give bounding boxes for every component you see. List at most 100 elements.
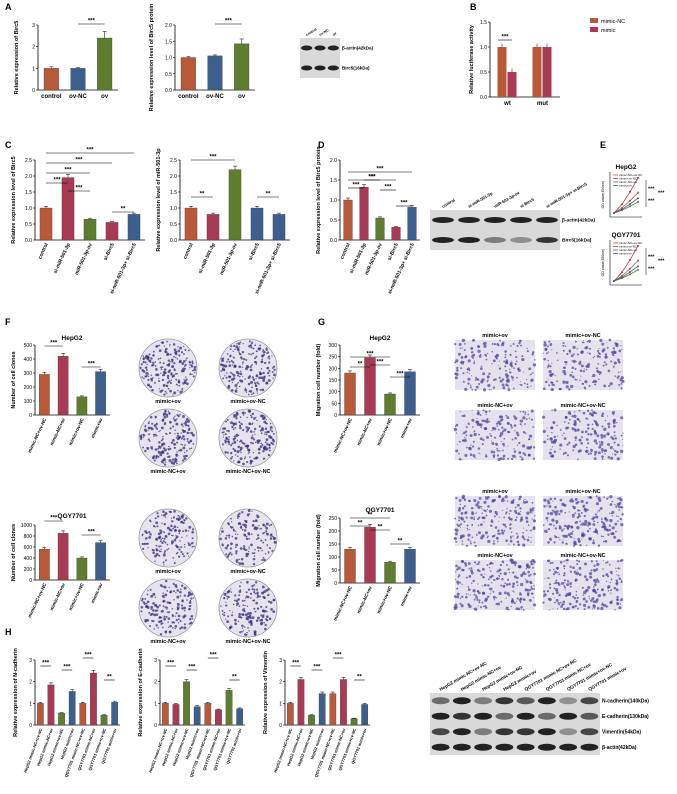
cell: [471, 426, 474, 428]
y-tick-label: 50: [331, 568, 337, 574]
colony: [265, 530, 268, 533]
colony: [178, 449, 180, 452]
colony: [268, 361, 271, 364]
colony: [261, 388, 265, 392]
cell: [473, 598, 476, 601]
colony: [187, 424, 190, 427]
colony: [186, 437, 189, 440]
cell: [477, 518, 480, 520]
cell: [529, 511, 532, 514]
cell: [577, 537, 581, 541]
cell: [473, 498, 477, 503]
colony: [172, 438, 175, 442]
cell: [616, 421, 618, 424]
sig-label: ***: [292, 661, 300, 667]
colony: [176, 451, 178, 453]
cell: [575, 571, 580, 576]
cell: [527, 453, 531, 457]
cell: [499, 339, 501, 342]
cell: [470, 569, 473, 573]
cell: [605, 355, 607, 357]
cell: [498, 591, 502, 596]
colony: [244, 412, 247, 414]
cell: [614, 437, 618, 440]
cell: [479, 353, 482, 356]
colony: [155, 624, 158, 627]
colony: [230, 542, 233, 546]
cell: [453, 427, 458, 432]
bar: [184, 207, 198, 241]
colony: [175, 592, 177, 594]
colony: [179, 590, 182, 594]
colony: [154, 526, 156, 528]
colony: [226, 429, 228, 432]
colony: [167, 617, 171, 621]
colony: [238, 585, 241, 588]
cell: [588, 595, 590, 598]
category-label: mimic-NC+ov: [356, 417, 373, 446]
cell: [475, 420, 479, 424]
colony: [152, 433, 156, 436]
cell: [465, 562, 467, 564]
blot-band: [431, 712, 450, 720]
colony: [173, 416, 175, 418]
blot-band: [431, 728, 450, 736]
cell: [586, 409, 590, 413]
y-tick-label: 1.5: [330, 178, 337, 184]
cell: [455, 541, 458, 543]
colony: [166, 611, 169, 614]
colony: [164, 550, 167, 553]
cell: [618, 383, 621, 386]
colony: [235, 370, 239, 374]
cell: [528, 574, 531, 577]
cell: [565, 385, 569, 389]
colony: [180, 351, 184, 354]
cell: [497, 529, 500, 532]
cell: [615, 567, 617, 570]
colony: [261, 414, 265, 418]
colony: [240, 616, 243, 619]
colony: [169, 389, 172, 393]
colony: [150, 374, 153, 376]
colony: [155, 373, 158, 377]
cell: [617, 567, 620, 570]
cell: [519, 420, 521, 422]
colony: [252, 352, 255, 355]
cell: [528, 368, 530, 370]
colony: [148, 536, 152, 539]
colony: [141, 597, 144, 600]
colony: [264, 441, 267, 444]
cell: [571, 415, 574, 418]
cell: [498, 495, 501, 499]
colony: [237, 372, 240, 375]
cell: [586, 446, 588, 449]
bar: [215, 709, 222, 726]
blot-band: [474, 728, 493, 736]
cell: [585, 368, 588, 371]
cell: [559, 498, 563, 502]
cell: [551, 409, 553, 411]
colony: [147, 378, 150, 381]
cell: [504, 500, 506, 502]
colony: [226, 598, 229, 600]
cell: [617, 375, 620, 378]
colony: [265, 522, 269, 526]
cell: [615, 570, 618, 572]
colony: [177, 515, 179, 517]
cell: [549, 437, 553, 441]
cell: [586, 423, 590, 427]
colony: [180, 626, 184, 629]
cell: [596, 521, 599, 524]
colony: [167, 626, 170, 628]
colony: [253, 591, 256, 594]
cell: [532, 560, 536, 564]
colony: [167, 410, 170, 413]
cell: [566, 607, 570, 611]
cell: [611, 353, 615, 356]
colony: [187, 441, 191, 444]
cell: [499, 432, 504, 436]
colony: [229, 525, 232, 528]
cell: [613, 349, 615, 351]
colony: [165, 392, 168, 394]
cell: [475, 379, 477, 382]
